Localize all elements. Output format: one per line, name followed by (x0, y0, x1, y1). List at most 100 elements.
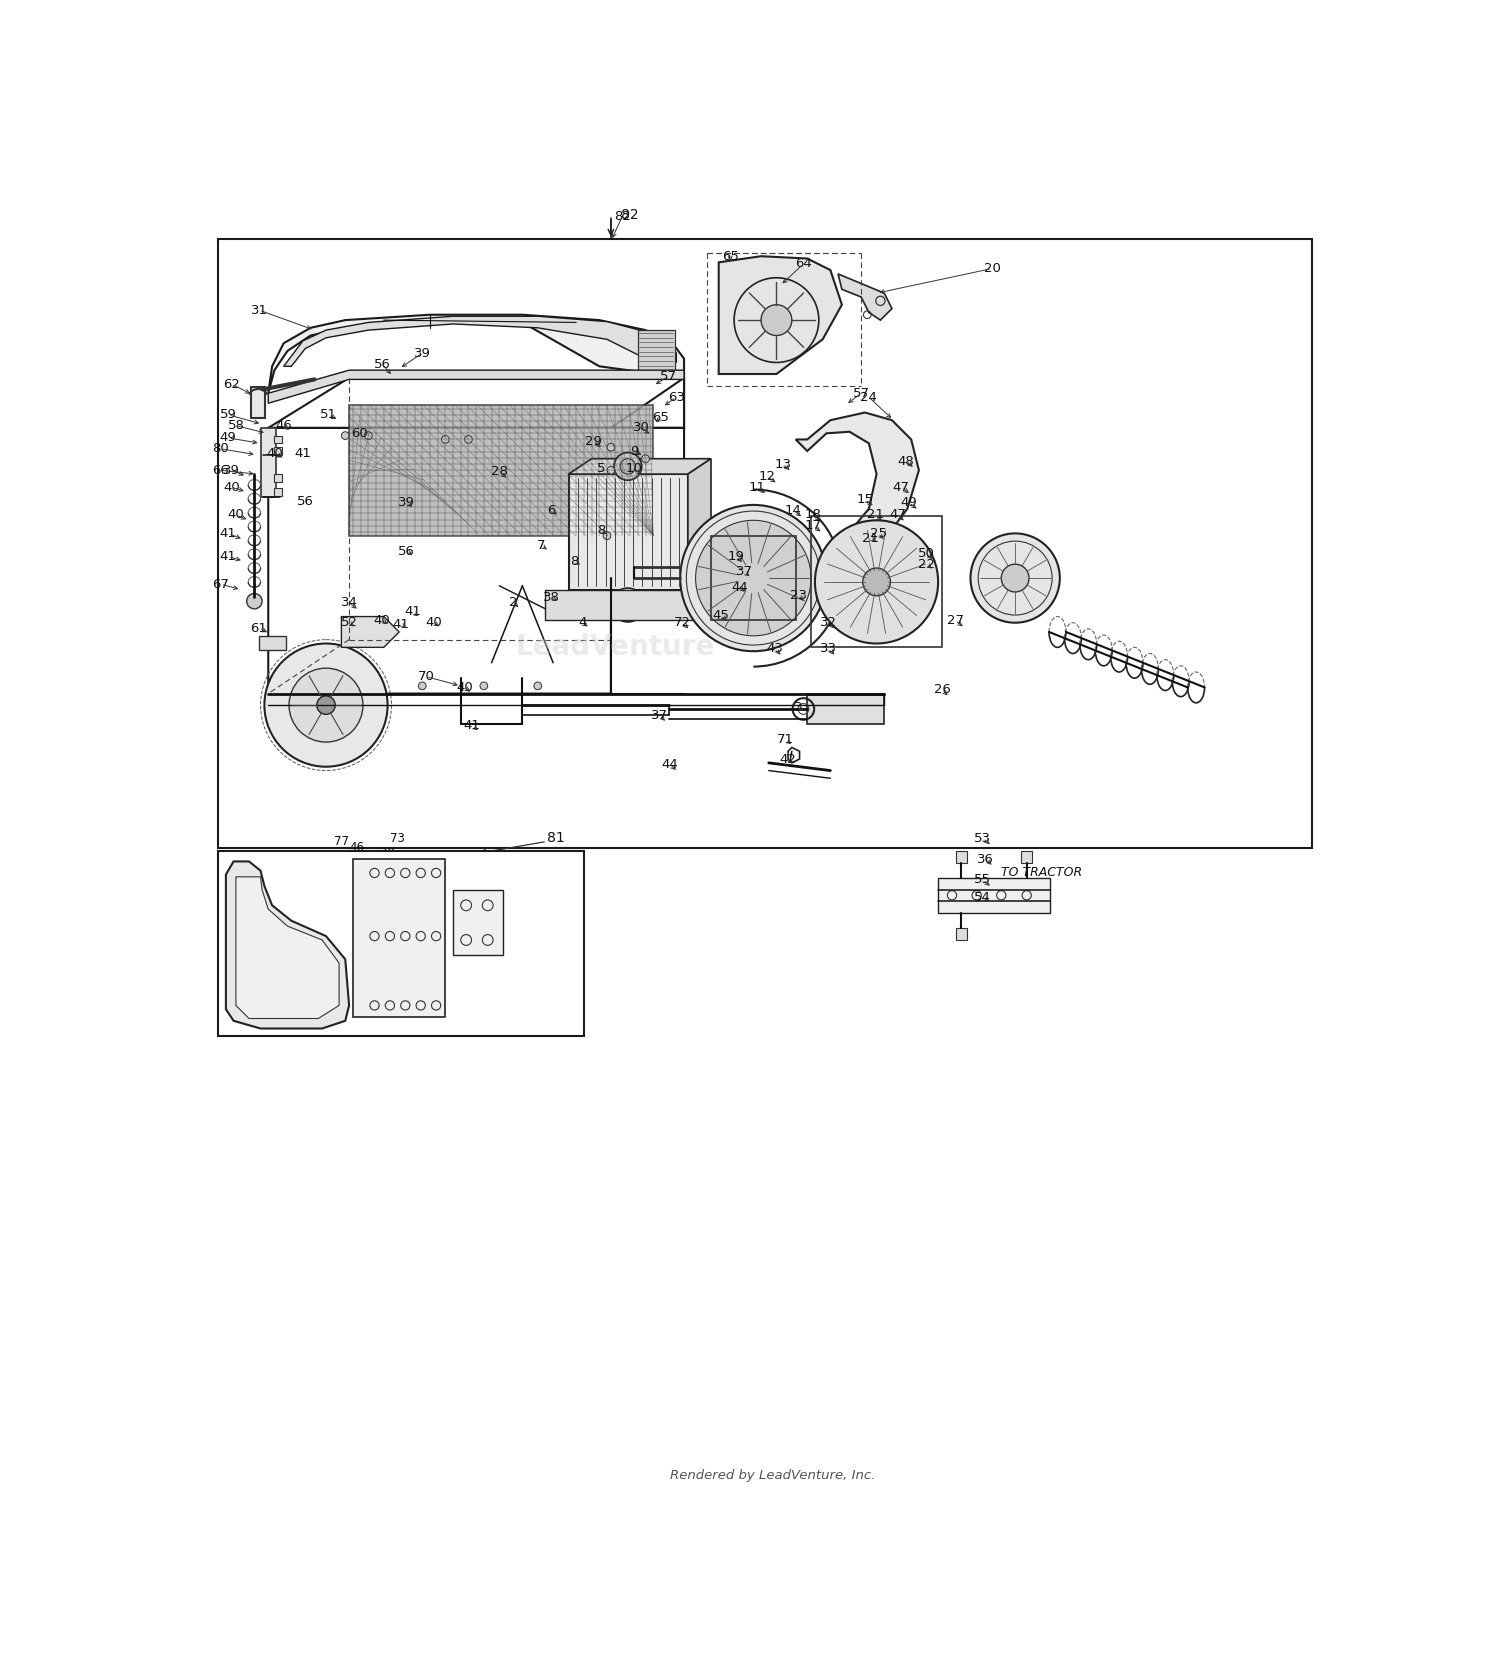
Text: 41: 41 (220, 550, 237, 564)
Text: 41: 41 (393, 617, 410, 631)
Text: 73: 73 (390, 831, 405, 845)
Bar (350, 405, 654, 535)
Bar (274, 473, 282, 482)
Text: 39: 39 (433, 989, 448, 1002)
Text: 46: 46 (350, 842, 364, 853)
Circle shape (342, 432, 350, 440)
Text: 51: 51 (320, 408, 338, 422)
Circle shape (610, 589, 645, 622)
Polygon shape (268, 315, 684, 393)
Text: 39: 39 (328, 970, 344, 984)
Text: 74: 74 (216, 927, 231, 940)
Text: 21: 21 (867, 509, 883, 522)
Text: 49: 49 (900, 497, 918, 509)
Polygon shape (546, 589, 726, 621)
Text: 45: 45 (712, 609, 729, 622)
Text: 20: 20 (984, 263, 1000, 274)
Text: 30: 30 (633, 422, 650, 435)
Text: 40: 40 (374, 614, 390, 627)
Text: 62: 62 (224, 378, 240, 390)
Text: 40: 40 (266, 447, 284, 460)
Text: 69: 69 (436, 885, 451, 898)
Polygon shape (284, 316, 676, 366)
Text: 76: 76 (388, 950, 404, 964)
Text: 18: 18 (806, 509, 822, 522)
Bar (711, 535, 795, 621)
Text: 39: 39 (224, 463, 240, 477)
Circle shape (534, 683, 542, 689)
Text: 81: 81 (548, 831, 564, 845)
Text: 19: 19 (396, 850, 411, 863)
Bar (217, 239, 1311, 848)
Circle shape (603, 532, 610, 540)
Circle shape (608, 467, 615, 473)
Text: 41: 41 (405, 606, 422, 619)
Bar (261, 428, 276, 497)
Text: 43: 43 (766, 642, 783, 656)
Text: 9: 9 (630, 445, 638, 457)
Text: 3: 3 (794, 701, 802, 714)
Polygon shape (807, 694, 885, 724)
Text: 47: 47 (892, 480, 909, 494)
Bar (274, 447, 282, 455)
Text: 42: 42 (780, 753, 796, 766)
Text: 72: 72 (674, 616, 692, 629)
Bar (260, 636, 286, 649)
Bar (638, 330, 675, 373)
Text: 10: 10 (626, 462, 642, 475)
Text: 44: 44 (730, 581, 748, 594)
Text: 80: 80 (211, 442, 230, 455)
Text: 15: 15 (856, 494, 873, 505)
Text: 29: 29 (585, 435, 602, 447)
Text: 56: 56 (374, 358, 390, 370)
Text: 61: 61 (251, 622, 267, 634)
Text: 56: 56 (297, 495, 314, 507)
Text: 6: 6 (548, 504, 556, 517)
Text: 40: 40 (456, 681, 472, 694)
Text: 34: 34 (340, 596, 357, 609)
Text: 64: 64 (795, 258, 812, 271)
Polygon shape (795, 413, 920, 555)
Bar (352, 860, 446, 1017)
Text: 56: 56 (321, 870, 336, 883)
Text: 13: 13 (774, 458, 790, 470)
Text: 65: 65 (722, 249, 738, 263)
Text: 56: 56 (342, 959, 357, 970)
Text: 69: 69 (326, 903, 340, 917)
Text: 78: 78 (440, 873, 454, 887)
Text: 38: 38 (543, 591, 560, 604)
Text: 73: 73 (384, 932, 399, 945)
Text: 48: 48 (897, 455, 914, 467)
Text: 82: 82 (621, 207, 639, 221)
Text: 75: 75 (393, 892, 408, 903)
Text: 50: 50 (918, 547, 934, 560)
Text: 8: 8 (597, 524, 604, 537)
Text: 23: 23 (789, 589, 807, 602)
Text: 54: 54 (975, 892, 992, 903)
Text: 57: 57 (660, 370, 676, 383)
Bar (453, 890, 503, 955)
Text: 52: 52 (340, 616, 357, 629)
Circle shape (246, 594, 262, 609)
Text: Rendered by LeadVenture, Inc.: Rendered by LeadVenture, Inc. (670, 1469, 876, 1482)
Circle shape (441, 435, 448, 443)
Circle shape (862, 569, 891, 596)
Bar (217, 852, 584, 1036)
Text: 58: 58 (228, 420, 244, 432)
Text: 39: 39 (324, 918, 339, 932)
Text: 41: 41 (220, 527, 237, 540)
Polygon shape (268, 370, 684, 403)
Text: 46: 46 (393, 917, 408, 930)
Text: 24: 24 (861, 390, 877, 403)
Text: 70: 70 (417, 671, 435, 683)
Bar (252, 386, 266, 418)
Text: 71: 71 (777, 733, 794, 746)
Circle shape (465, 435, 472, 443)
Text: 77: 77 (334, 835, 350, 848)
Text: 22: 22 (918, 557, 934, 570)
Text: 17: 17 (806, 519, 822, 532)
Bar (812, 517, 942, 647)
Bar (956, 852, 966, 863)
Text: 49: 49 (220, 432, 237, 445)
Text: 33: 33 (821, 642, 837, 656)
